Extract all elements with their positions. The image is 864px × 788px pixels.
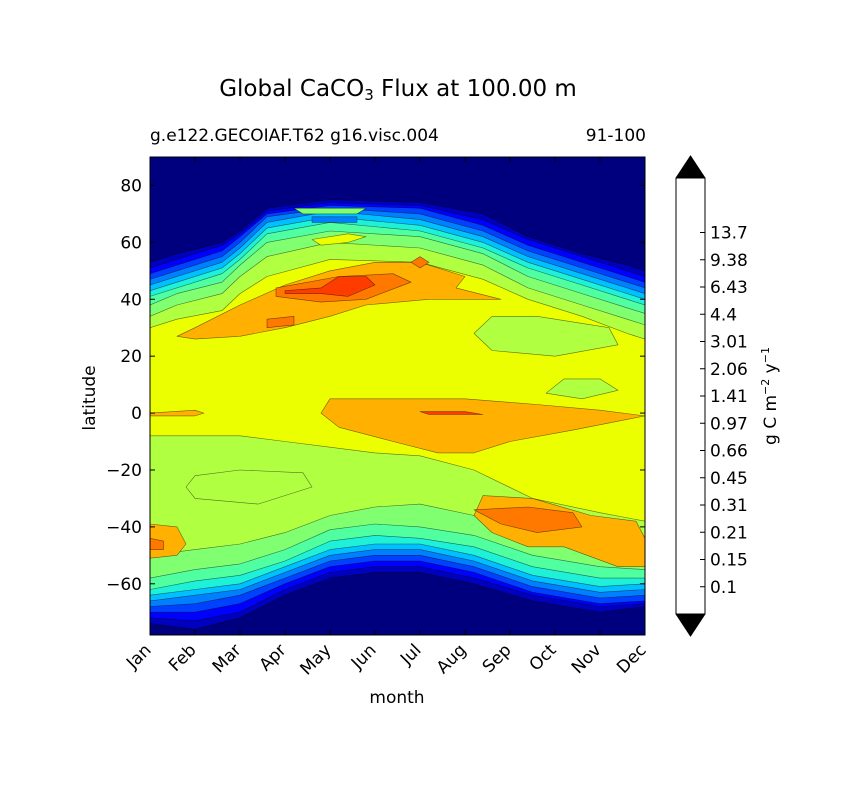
colorbar-label-mid: y xyxy=(761,363,781,378)
contour-region-27 xyxy=(293,207,367,215)
contour-region-23 xyxy=(410,256,430,269)
colorbar-level-label: 0.97 xyxy=(710,414,748,434)
chart-title: Global CaCO3 Flux at 100.00 m xyxy=(219,76,577,104)
contour-region-25 xyxy=(419,411,484,415)
y-tick-label: −40 xyxy=(106,518,142,538)
colorbar-level-label: 13.7 xyxy=(710,224,748,244)
x-tick-label: May xyxy=(297,640,336,679)
contour-field xyxy=(150,157,645,635)
colorbar-level-label: 0.1 xyxy=(710,578,737,598)
x-tick-label: Oct xyxy=(526,640,561,675)
colorbar-level-label: 0.21 xyxy=(710,523,748,543)
contour-region-24 xyxy=(284,276,376,297)
colorbar-extend-low-outline xyxy=(675,613,706,637)
x-tick-label: Aug xyxy=(433,640,471,678)
colorbar: 0.1 0.15 0.21 0.31 0.45 0.66 0.97 1.41 2.06 3.01 4… xyxy=(675,155,748,637)
colorbar-level-label: 0.45 xyxy=(710,469,748,489)
chart-subtitle-right: 91-100 xyxy=(585,126,646,146)
x-axis-label: month xyxy=(369,688,424,708)
colorbar-level-label: 0.66 xyxy=(710,442,748,462)
colorbar-level-label: 1.41 xyxy=(710,387,748,407)
colorbar-level-label: 4.4 xyxy=(710,305,737,325)
colorbar-level-label: 9.38 xyxy=(710,251,748,271)
contour-region-20 xyxy=(266,315,295,329)
y-tick-label: 80 xyxy=(120,176,142,196)
y-axis-label: latitude xyxy=(80,365,100,430)
colorbar-extend-high xyxy=(676,156,705,178)
x-tick-label: Jun xyxy=(347,640,381,674)
colorbar-label: g C m−2 y−1 xyxy=(759,347,781,445)
colorbar-level-label: 3.01 xyxy=(710,333,748,353)
y-tick-label: 60 xyxy=(120,233,142,253)
contour-region-22 xyxy=(150,537,164,550)
plot-frame xyxy=(149,156,646,636)
colorbar-label-exp2: −1 xyxy=(759,347,772,363)
colorbar-extend-high-outline xyxy=(675,155,706,179)
contour-region-15 xyxy=(320,398,645,454)
x-tick-label: Apr xyxy=(256,640,291,675)
contour-region-13 xyxy=(545,378,619,400)
y-tick-label: 40 xyxy=(120,290,142,310)
contour-region-21 xyxy=(473,506,583,533)
y-tick-label: 0 xyxy=(131,404,142,424)
x-tick-label: Jan xyxy=(122,640,155,673)
x-tick-label: Sep xyxy=(479,640,516,677)
y-tick-label: 20 xyxy=(120,347,142,367)
x-tick-label: Mar xyxy=(209,640,246,677)
x-tick-label: Jul xyxy=(396,640,425,669)
colorbar-level-label: 2.06 xyxy=(710,360,748,380)
y-tick-label: −60 xyxy=(106,575,142,595)
contour-region-28 xyxy=(311,233,367,246)
colorbar-level-label: 0.31 xyxy=(710,496,748,516)
x-tick-label: Dec xyxy=(613,640,650,677)
contour-region-12 xyxy=(185,469,313,505)
colorbar-level-label: 6.43 xyxy=(710,278,748,298)
x-tick-label: Feb xyxy=(165,640,200,675)
colorbar-label-base: g C m xyxy=(761,395,781,445)
colorbar-level-label: 0.15 xyxy=(710,551,748,571)
contour-region-26 xyxy=(311,216,358,223)
colorbar-extend-low xyxy=(676,614,705,636)
y-tick-label: −20 xyxy=(106,461,142,481)
contour-region-18 xyxy=(150,409,205,417)
colorbar-label-exp1: −2 xyxy=(759,379,772,395)
contour-region-11 xyxy=(473,315,619,357)
x-tick-label: Nov xyxy=(568,640,606,678)
chart-subtitle-left: g.e122.GECOIAF.T62 g16.visc.004 xyxy=(150,126,439,146)
